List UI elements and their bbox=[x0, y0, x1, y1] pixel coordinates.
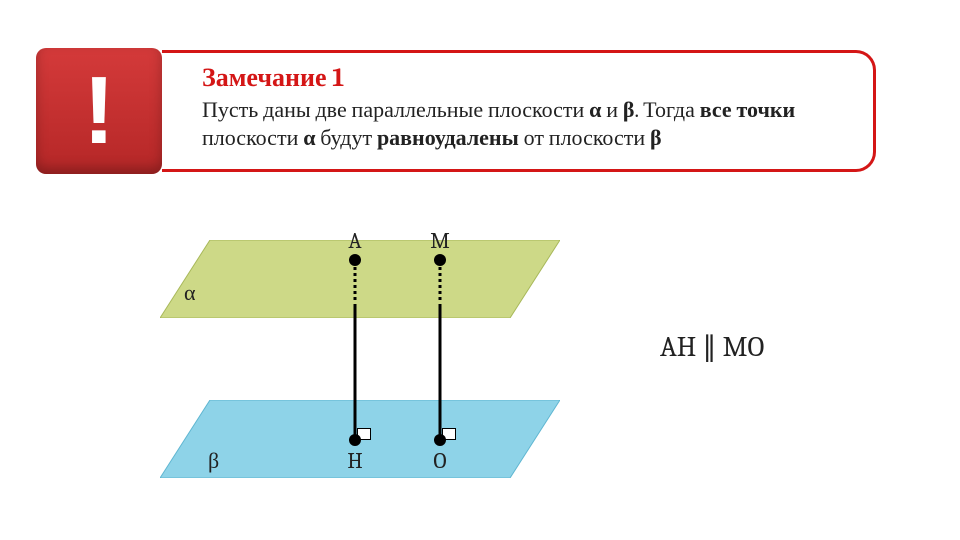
note-callout: ! Замечание 1 Пусть даны две параллельны… bbox=[36, 48, 876, 174]
plane-alpha-label: α bbox=[184, 280, 196, 306]
note-box: Замечание 1 Пусть даны две параллельные … bbox=[162, 50, 876, 172]
exclamation-icon: ! bbox=[83, 63, 115, 159]
point-label-M: M bbox=[430, 228, 450, 254]
point-label-H: H bbox=[347, 448, 362, 474]
segment-AH-hidden bbox=[354, 260, 357, 308]
note-body: Пусть даны две параллельные плоскости α … bbox=[202, 97, 843, 152]
exclamation-badge: ! bbox=[36, 48, 162, 174]
point-H bbox=[349, 434, 361, 446]
point-O bbox=[434, 434, 446, 446]
geometry-diagram: α β A M H O bbox=[120, 220, 600, 520]
segment-MO-hidden bbox=[439, 260, 442, 308]
point-label-A: A bbox=[348, 228, 361, 254]
point-M bbox=[434, 254, 446, 266]
point-label-O: O bbox=[433, 448, 446, 474]
plane-beta-label: β bbox=[208, 448, 219, 474]
relation-text: AH ∥ MO bbox=[660, 330, 764, 363]
segment-MO bbox=[439, 308, 442, 440]
note-title: Замечание 1 bbox=[202, 63, 843, 93]
segment-AH bbox=[354, 308, 357, 440]
point-A bbox=[349, 254, 361, 266]
